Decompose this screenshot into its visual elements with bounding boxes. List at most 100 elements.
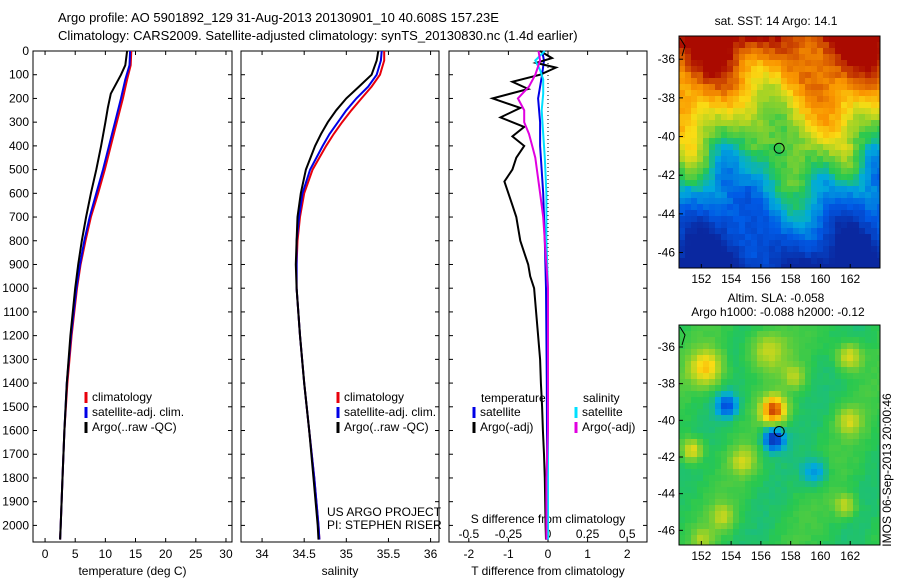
- x-tick-label: 34.5: [293, 547, 317, 561]
- map-cell: [685, 427, 692, 434]
- map-cell: [835, 403, 842, 410]
- map-cell: [733, 355, 740, 362]
- map-cell: [781, 102, 788, 109]
- map-cell: [775, 240, 782, 247]
- map-cell: [853, 409, 860, 416]
- map-cell: [877, 96, 881, 103]
- map-cell: [739, 415, 746, 422]
- map-cell: [829, 433, 836, 440]
- map-cell: [805, 397, 812, 404]
- map-cell: [751, 457, 758, 464]
- map-cell: [799, 168, 806, 175]
- map-cell: [865, 54, 872, 61]
- legend-label: satellite-adj. clim.: [344, 405, 436, 419]
- map-cell: [685, 511, 692, 518]
- map-cell: [823, 391, 830, 398]
- map-cell: [811, 433, 818, 440]
- map-cell: [733, 349, 740, 356]
- map-cell: [757, 403, 764, 410]
- map-cell: [697, 180, 704, 187]
- map-cell: [739, 234, 746, 241]
- map-cell: [859, 162, 866, 169]
- map-cell: [745, 331, 752, 338]
- map-cell: [799, 403, 806, 410]
- map-cell: [787, 198, 794, 205]
- map-cell: [679, 90, 686, 97]
- map-cell: [775, 234, 782, 241]
- map-cell: [775, 511, 782, 518]
- map-cell: [829, 439, 836, 446]
- map-cell: [763, 391, 770, 398]
- map-cell: [733, 481, 740, 488]
- map-cell: [835, 343, 842, 350]
- map-y-tick-label: -46: [658, 523, 676, 537]
- map-cell: [757, 258, 764, 265]
- map-cell: [763, 174, 770, 181]
- map-cell: [835, 174, 842, 181]
- map-cell: [697, 493, 704, 500]
- map-cell: [805, 325, 812, 332]
- map-cell: [781, 511, 788, 518]
- map-cell: [787, 445, 794, 452]
- map-cell: [841, 403, 848, 410]
- map-cell: [679, 391, 686, 398]
- map-cell: [733, 96, 740, 103]
- map-cell: [757, 493, 764, 500]
- map-cell: [811, 529, 818, 536]
- map-cell: [817, 210, 824, 217]
- map-cell: [733, 421, 740, 428]
- map-cell: [853, 126, 860, 133]
- map-cell: [841, 349, 848, 356]
- series-line-3: [59, 50, 129, 540]
- map-cell: [721, 481, 728, 488]
- map-cell: [787, 48, 794, 55]
- map-cell: [715, 523, 722, 530]
- map-cell: [751, 84, 758, 91]
- map-cell: [829, 391, 836, 398]
- map-cell: [703, 36, 710, 43]
- map-cell: [853, 54, 860, 61]
- map-cell: [715, 499, 722, 506]
- map-cell: [799, 517, 806, 524]
- map-cell: [691, 150, 698, 157]
- map-cell: [865, 78, 872, 85]
- map-cell: [853, 234, 860, 241]
- map-cell: [829, 541, 836, 546]
- map-cell: [685, 469, 692, 476]
- map-cell: [823, 487, 830, 494]
- map-cell: [871, 355, 878, 362]
- map-cell: [871, 96, 878, 103]
- map-cell: [841, 337, 848, 344]
- map-cell: [787, 108, 794, 115]
- map-cell: [763, 325, 770, 332]
- map-cell: [859, 84, 866, 91]
- y-tick-label: 1300: [2, 352, 29, 366]
- map-cell: [721, 210, 728, 217]
- map-cell: [679, 529, 686, 536]
- map-cell: [787, 102, 794, 109]
- map-cell: [817, 138, 824, 145]
- map-cell: [775, 505, 782, 512]
- map-cell: [763, 66, 770, 73]
- map-cell: [811, 349, 818, 356]
- map-cell: [877, 192, 881, 199]
- map-cell: [817, 42, 824, 49]
- map-cell: [757, 355, 764, 362]
- legend-label: satellite: [582, 405, 623, 419]
- map-cell: [775, 198, 782, 205]
- map-cell: [823, 433, 830, 440]
- map-cell: [841, 433, 848, 440]
- map-cell: [739, 144, 746, 151]
- map-cell: [745, 186, 752, 193]
- map-cell: [781, 132, 788, 139]
- map-cell: [679, 517, 686, 524]
- map-cell: [685, 433, 692, 440]
- map-cell: [739, 451, 746, 458]
- map-cell: [769, 427, 776, 434]
- map-cell: [871, 445, 878, 452]
- map-cell: [877, 84, 881, 91]
- map-cell: [703, 240, 710, 247]
- map-cell: [721, 48, 728, 55]
- map-cell: [721, 258, 728, 265]
- map-cell: [709, 355, 716, 362]
